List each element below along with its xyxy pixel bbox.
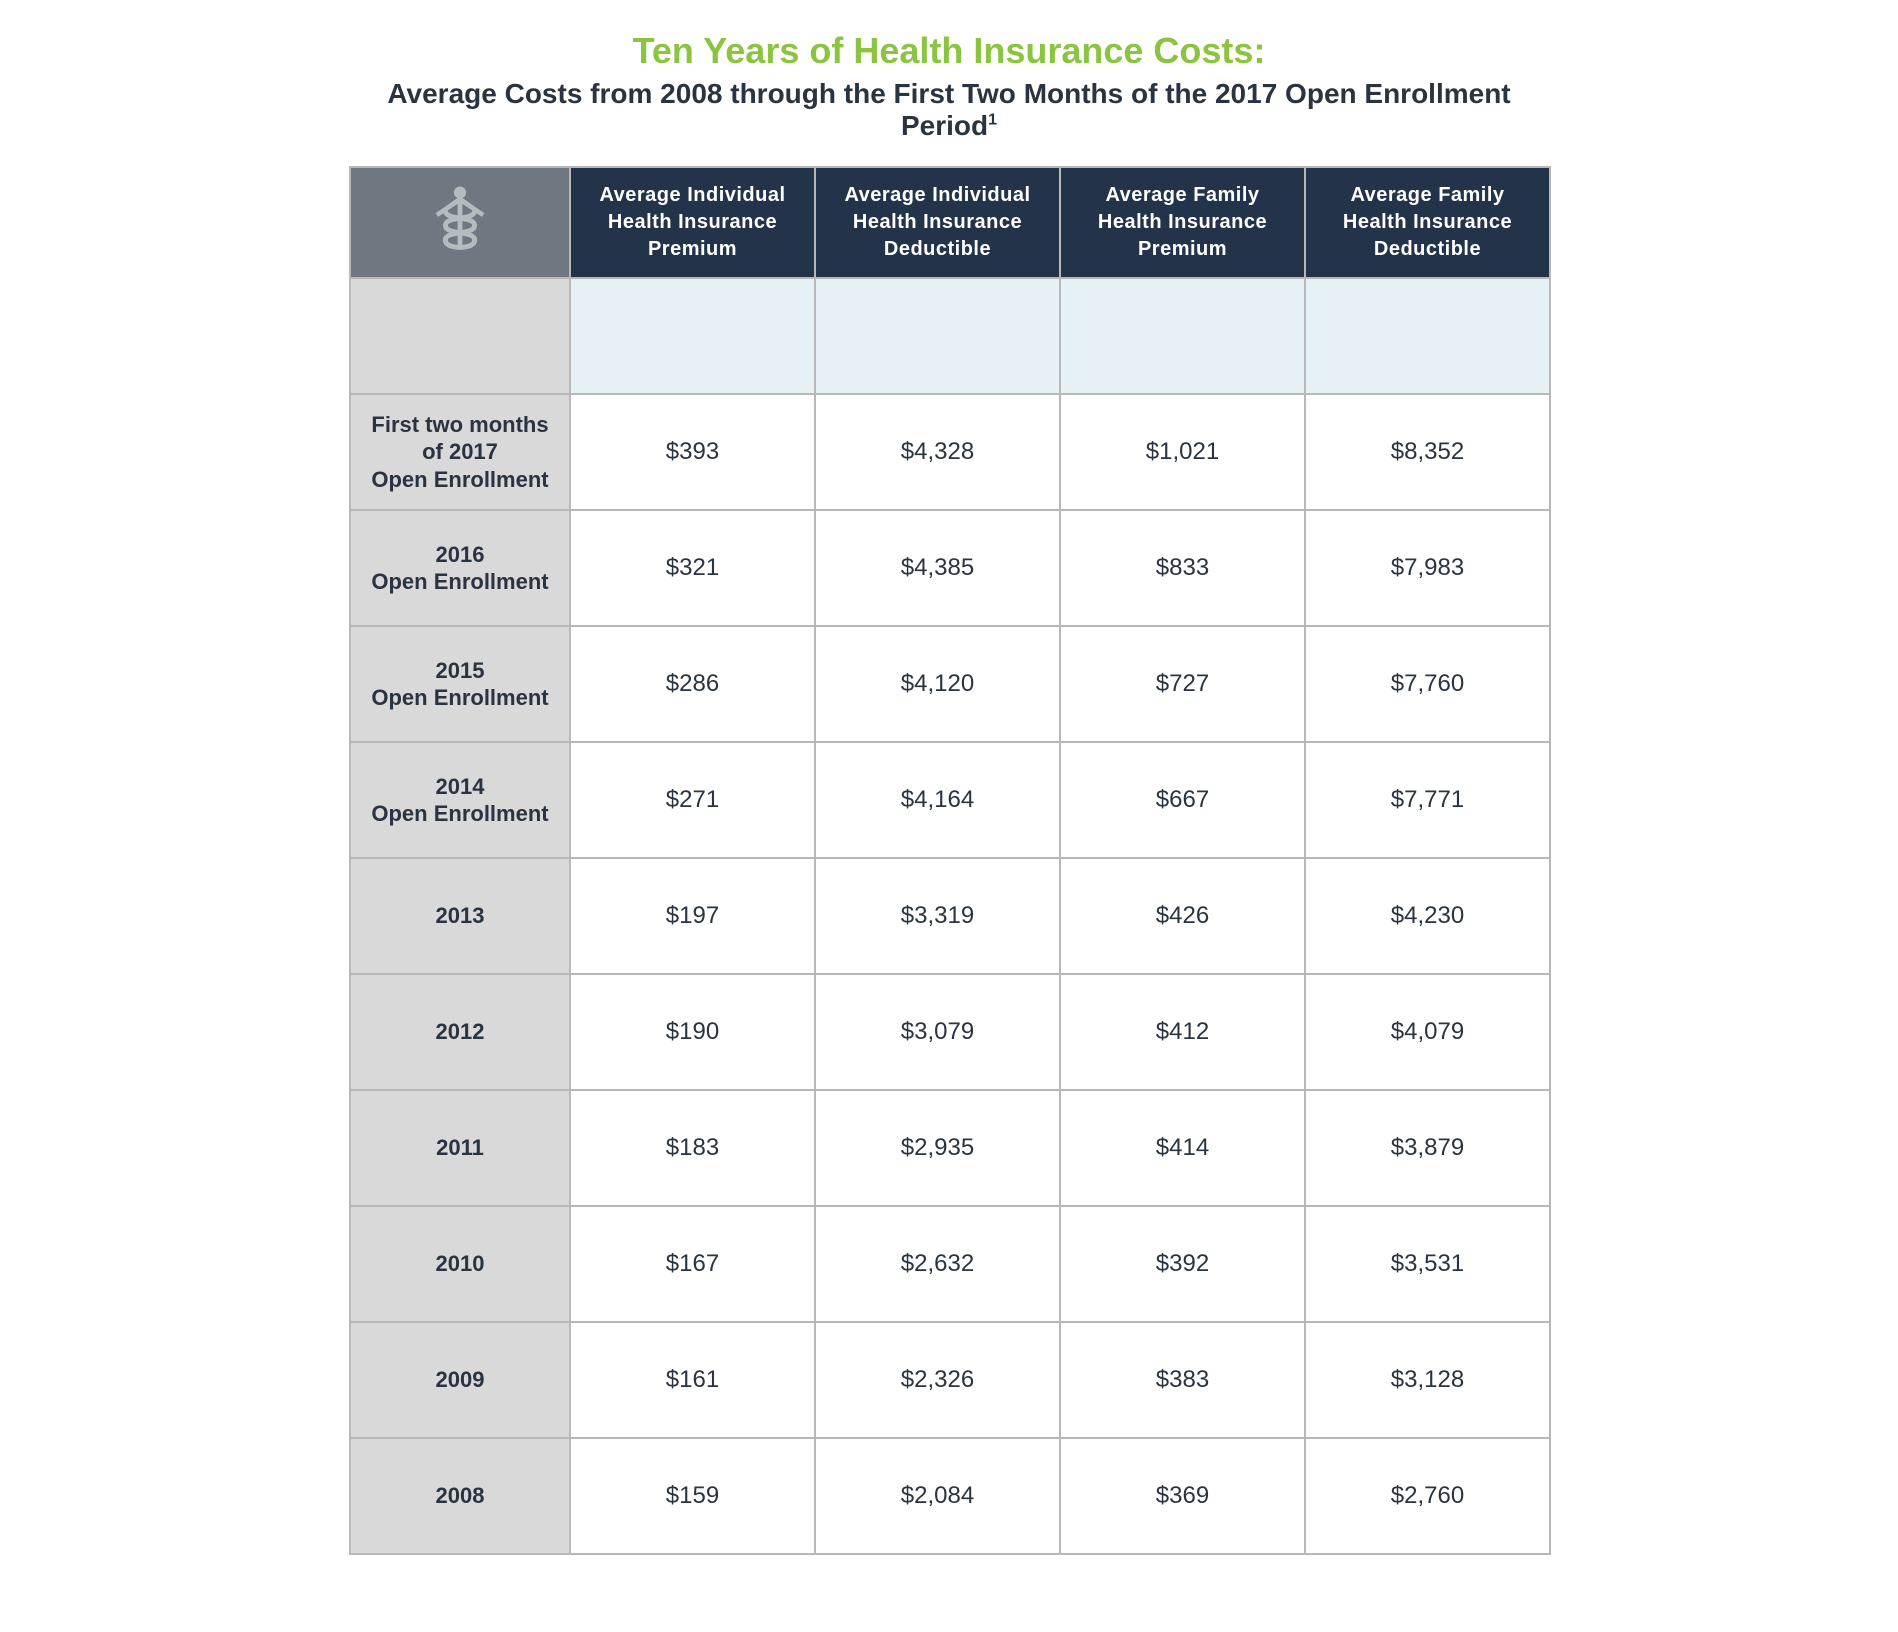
value-cell: $3,128 <box>1305 1322 1550 1438</box>
year-cell: 2010 <box>350 1206 570 1322</box>
value-cell: $393 <box>570 394 815 510</box>
col-individual-premium: Average Individual Health Insurance Prem… <box>570 167 815 278</box>
value-cell: $2,760 <box>1305 1438 1550 1554</box>
header-icon-cell <box>350 167 570 278</box>
spacer-cell <box>1305 278 1550 394</box>
container: Ten Years of Health Insurance Costs: Ave… <box>349 30 1549 1555</box>
table-row: 2014Open Enrollment$271$4,164$667$7,771 <box>350 742 1550 858</box>
value-cell: $369 <box>1060 1438 1305 1554</box>
value-cell: $2,632 <box>815 1206 1060 1322</box>
subtitle-sup: 1 <box>988 112 997 129</box>
value-cell: $3,319 <box>815 858 1060 974</box>
value-cell: $4,164 <box>815 742 1060 858</box>
table-row: 2015Open Enrollment$286$4,120$727$7,760 <box>350 626 1550 742</box>
value-cell: $4,079 <box>1305 974 1550 1090</box>
value-cell: $833 <box>1060 510 1305 626</box>
value-cell: $383 <box>1060 1322 1305 1438</box>
year-cell: First two monthsof 2017Open Enrollment <box>350 394 570 510</box>
table-head: Average Individual Health Insurance Prem… <box>350 167 1550 278</box>
value-cell: $197 <box>570 858 815 974</box>
value-cell: $286 <box>570 626 815 742</box>
value-cell: $2,084 <box>815 1438 1060 1554</box>
table-row: First two monthsof 2017Open Enrollment$3… <box>350 394 1550 510</box>
year-cell: 2009 <box>350 1322 570 1438</box>
col-individual-deductible: Average Individual Health Insurance Dedu… <box>815 167 1060 278</box>
table-row: 2012$190$3,079$412$4,079 <box>350 974 1550 1090</box>
year-cell: 2015Open Enrollment <box>350 626 570 742</box>
value-cell: $3,079 <box>815 974 1060 1090</box>
value-cell: $4,385 <box>815 510 1060 626</box>
table-row: 2011$183$2,935$414$3,879 <box>350 1090 1550 1206</box>
value-cell: $426 <box>1060 858 1305 974</box>
value-cell: $167 <box>570 1206 815 1322</box>
spacer-row <box>350 278 1550 394</box>
value-cell: $727 <box>1060 626 1305 742</box>
year-cell: 2014Open Enrollment <box>350 742 570 858</box>
value-cell: $3,531 <box>1305 1206 1550 1322</box>
value-cell: $7,760 <box>1305 626 1550 742</box>
subtitle-text: Average Costs from 2008 through the Firs… <box>387 78 1510 141</box>
table-body: First two monthsof 2017Open Enrollment$3… <box>350 278 1550 1554</box>
year-cell: 2013 <box>350 858 570 974</box>
year-cell: 2008 <box>350 1438 570 1554</box>
caduceus-icon <box>421 184 499 262</box>
col-family-premium: Average Family Health Insurance Premium <box>1060 167 1305 278</box>
table-row: 2013$197$3,319$426$4,230 <box>350 858 1550 974</box>
year-cell: 2016Open Enrollment <box>350 510 570 626</box>
value-cell: $3,879 <box>1305 1090 1550 1206</box>
value-cell: $7,771 <box>1305 742 1550 858</box>
value-cell: $159 <box>570 1438 815 1554</box>
col-family-deductible: Average Family Health Insurance Deductib… <box>1305 167 1550 278</box>
header-row: Average Individual Health Insurance Prem… <box>350 167 1550 278</box>
value-cell: $4,230 <box>1305 858 1550 974</box>
value-cell: $412 <box>1060 974 1305 1090</box>
value-cell: $190 <box>570 974 815 1090</box>
value-cell: $1,021 <box>1060 394 1305 510</box>
value-cell: $4,120 <box>815 626 1060 742</box>
value-cell: $271 <box>570 742 815 858</box>
table-row: 2009$161$2,326$383$3,128 <box>350 1322 1550 1438</box>
value-cell: $183 <box>570 1090 815 1206</box>
year-cell: 2011 <box>350 1090 570 1206</box>
spacer-cell <box>1060 278 1305 394</box>
year-cell: 2012 <box>350 974 570 1090</box>
value-cell: $667 <box>1060 742 1305 858</box>
spacer-cell <box>350 278 570 394</box>
value-cell: $321 <box>570 510 815 626</box>
table-row: 2010$167$2,632$392$3,531 <box>350 1206 1550 1322</box>
costs-table: Average Individual Health Insurance Prem… <box>349 166 1551 1555</box>
value-cell: $2,935 <box>815 1090 1060 1206</box>
table-row: 2008$159$2,084$369$2,760 <box>350 1438 1550 1554</box>
value-cell: $2,326 <box>815 1322 1060 1438</box>
spacer-cell <box>815 278 1060 394</box>
page-subtitle: Average Costs from 2008 through the Firs… <box>349 78 1549 142</box>
page-title: Ten Years of Health Insurance Costs: <box>349 30 1549 72</box>
value-cell: $392 <box>1060 1206 1305 1322</box>
value-cell: $4,328 <box>815 394 1060 510</box>
value-cell: $414 <box>1060 1090 1305 1206</box>
value-cell: $7,983 <box>1305 510 1550 626</box>
spacer-cell <box>570 278 815 394</box>
value-cell: $8,352 <box>1305 394 1550 510</box>
table-row: 2016Open Enrollment$321$4,385$833$7,983 <box>350 510 1550 626</box>
value-cell: $161 <box>570 1322 815 1438</box>
